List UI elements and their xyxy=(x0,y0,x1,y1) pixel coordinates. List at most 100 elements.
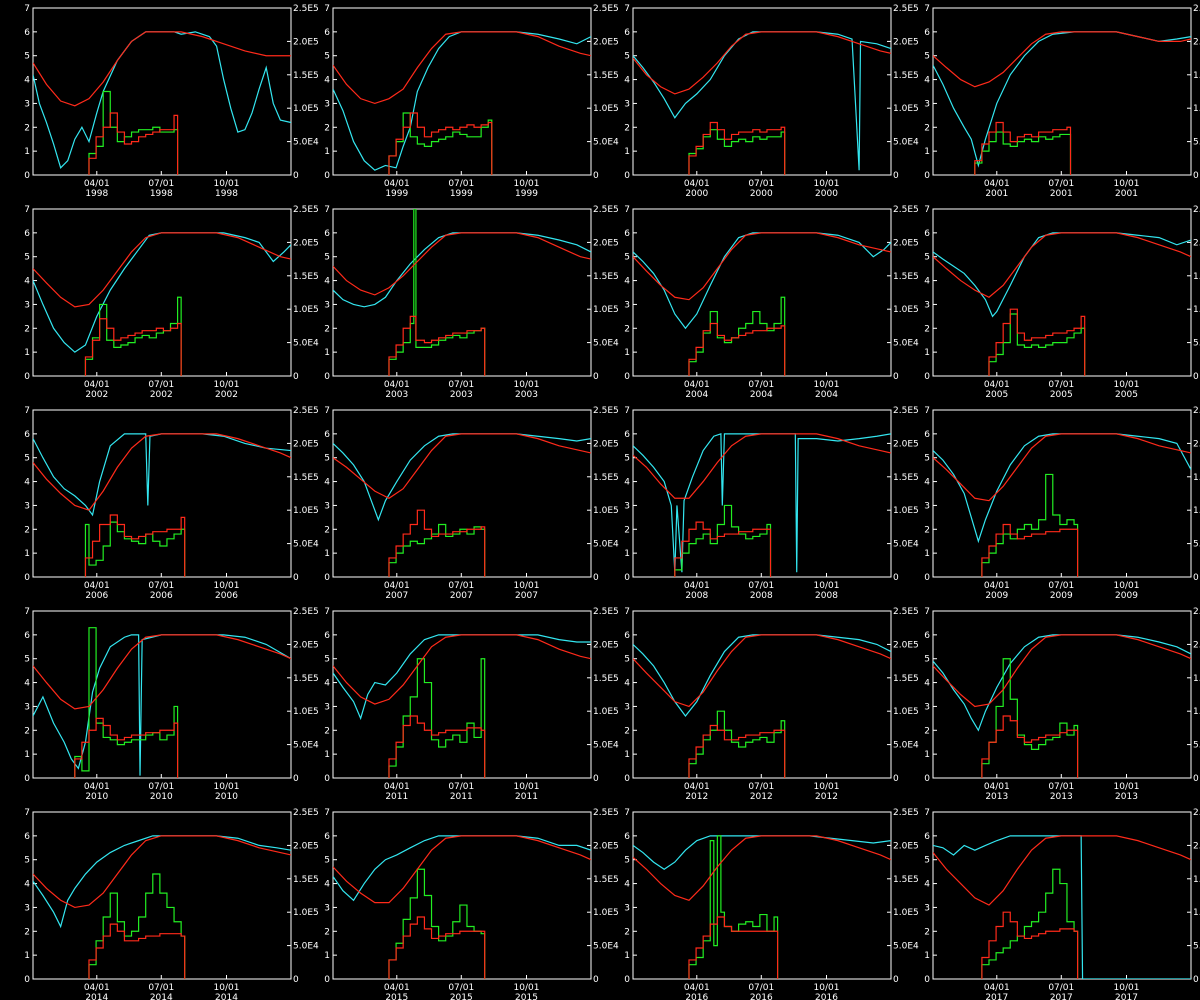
x-tick-year-label: 2002 xyxy=(85,390,108,400)
right-tick-label: 2.5E5 xyxy=(593,607,619,617)
right-tick-label: 1.0E5 xyxy=(893,305,919,315)
left-tick-label: 2 xyxy=(324,123,330,133)
left-tick-label: 0 xyxy=(924,372,930,382)
x-tick-year-label: 2006 xyxy=(85,591,108,601)
left-tick-label: 4 xyxy=(624,880,630,890)
right-tick-label: 5.0E4 xyxy=(1193,741,1200,751)
left-tick-label: 5 xyxy=(924,655,930,665)
right-tick-label: 1.5E5 xyxy=(1193,272,1200,282)
right-tick-label: 2.0E5 xyxy=(593,37,619,47)
left-tick-label: 3 xyxy=(924,501,930,511)
left-tick-label: 4 xyxy=(924,76,930,86)
left-tick-label: 0 xyxy=(924,774,930,784)
cyan-series-line xyxy=(333,634,591,721)
x-tick-month-label: 07/01 xyxy=(1048,782,1074,792)
left-tick-label: 3 xyxy=(324,300,330,310)
right-tick-label: 1.0E5 xyxy=(893,506,919,516)
left-tick-label: 3 xyxy=(624,903,630,913)
right-tick-label: 5.0E4 xyxy=(893,942,919,952)
panel-2001: 0123456705.0E41.0E51.5E52.0E52.5E504/012… xyxy=(924,4,1200,199)
left-tick-label: 0 xyxy=(324,774,330,784)
right-tick-label: 1.5E5 xyxy=(1193,71,1200,81)
left-tick-label: 2 xyxy=(324,726,330,736)
red-smooth-series xyxy=(933,232,1191,298)
red-smooth-series xyxy=(633,634,891,708)
red-step-series xyxy=(74,717,179,778)
red-smooth-series xyxy=(33,835,291,909)
right-tick-label: 2.0E5 xyxy=(293,439,319,449)
left-tick-label: 7 xyxy=(624,808,630,818)
left-tick-label: 5 xyxy=(324,856,330,866)
cyan-series-line xyxy=(633,433,891,573)
panel-2013: 0123456705.0E41.0E51.5E52.0E52.5E504/012… xyxy=(924,607,1200,802)
right-tick-label: 2.5E5 xyxy=(1193,607,1200,617)
x-tick-year-label: 2004 xyxy=(815,390,838,400)
right-tick-label: 1.5E5 xyxy=(893,473,919,483)
left-tick-label: 3 xyxy=(24,903,30,913)
x-tick-month-label: 10/01 xyxy=(814,380,840,390)
x-tick-year-label: 2004 xyxy=(685,390,708,400)
left-tick-label: 7 xyxy=(924,808,930,818)
green-step-series xyxy=(88,873,186,979)
left-tick-label: 5 xyxy=(24,253,30,263)
left-tick-label: 6 xyxy=(924,832,930,842)
right-tick-label: 2.0E5 xyxy=(893,841,919,851)
left-tick-label: 0 xyxy=(324,372,330,382)
left-tick-label: 6 xyxy=(624,430,630,440)
right-tick-label: 0 xyxy=(593,573,599,583)
panel-2005: 0123456705.0E41.0E51.5E52.0E52.5E504/012… xyxy=(924,205,1200,400)
red-step-series xyxy=(688,724,786,778)
cyan-series-line xyxy=(33,835,291,929)
right-tick-label: 2.0E5 xyxy=(893,37,919,47)
left-tick-label: 0 xyxy=(924,171,930,181)
panel-1999: 0123456705.0E41.0E51.5E52.0E52.5E504/011… xyxy=(324,4,619,199)
x-tick-month-label: 07/01 xyxy=(748,983,774,993)
x-tick-year-label: 2000 xyxy=(750,189,773,199)
right-tick-label: 0 xyxy=(593,171,599,181)
right-tick-label: 1.5E5 xyxy=(293,875,319,885)
right-tick-label: 1.5E5 xyxy=(593,272,619,282)
x-tick-month-label: 07/01 xyxy=(448,782,474,792)
red-smooth-series xyxy=(933,433,1191,502)
x-tick-year-label: 1999 xyxy=(515,189,538,199)
left-tick-label: 1 xyxy=(24,549,30,559)
left-tick-label: 4 xyxy=(324,277,330,287)
green-step-series xyxy=(981,658,1079,778)
plot-frame xyxy=(932,208,1192,377)
plot-frame xyxy=(332,409,592,578)
left-tick-label: 6 xyxy=(324,832,330,842)
right-tick-label: 5.0E4 xyxy=(1193,540,1200,550)
left-tick-label: 5 xyxy=(624,52,630,62)
x-tick-month-label: 07/01 xyxy=(1048,179,1074,189)
left-tick-label: 7 xyxy=(624,4,630,14)
right-tick-label: 0 xyxy=(893,774,899,784)
left-tick-label: 2 xyxy=(24,525,30,535)
panel-2002: 0123456705.0E41.0E51.5E52.0E52.5E504/012… xyxy=(24,205,319,400)
plot-frame xyxy=(932,409,1192,578)
right-tick-label: 2.0E5 xyxy=(1193,841,1200,851)
x-tick-month-label: 04/01 xyxy=(84,380,110,390)
right-tick-label: 1.5E5 xyxy=(893,875,919,885)
red-step-series xyxy=(388,916,486,979)
x-tick-year-label: 1999 xyxy=(450,189,473,199)
right-tick-label: 2.5E5 xyxy=(293,4,319,14)
right-tick-label: 2.0E5 xyxy=(1193,238,1200,248)
x-tick-year-label: 2009 xyxy=(985,591,1008,601)
left-tick-label: 3 xyxy=(24,501,30,511)
green-step-series xyxy=(388,209,486,376)
left-tick-label: 0 xyxy=(624,372,630,382)
panel-2010: 0123456705.0E41.0E51.5E52.0E52.5E504/012… xyxy=(24,607,319,802)
green-step-series xyxy=(988,313,1086,376)
left-tick-label: 3 xyxy=(924,903,930,913)
x-tick-month-label: 10/01 xyxy=(814,983,840,993)
green-step-series xyxy=(84,521,186,577)
plot-frame xyxy=(32,811,292,980)
left-tick-label: 2 xyxy=(624,927,630,937)
left-tick-label: 6 xyxy=(24,631,30,641)
left-tick-label: 4 xyxy=(324,478,330,488)
right-tick-label: 1.5E5 xyxy=(1193,473,1200,483)
left-tick-label: 3 xyxy=(324,501,330,511)
left-tick-label: 7 xyxy=(624,205,630,215)
right-tick-label: 2.0E5 xyxy=(1193,37,1200,47)
x-tick-month-label: 10/01 xyxy=(1114,179,1140,189)
